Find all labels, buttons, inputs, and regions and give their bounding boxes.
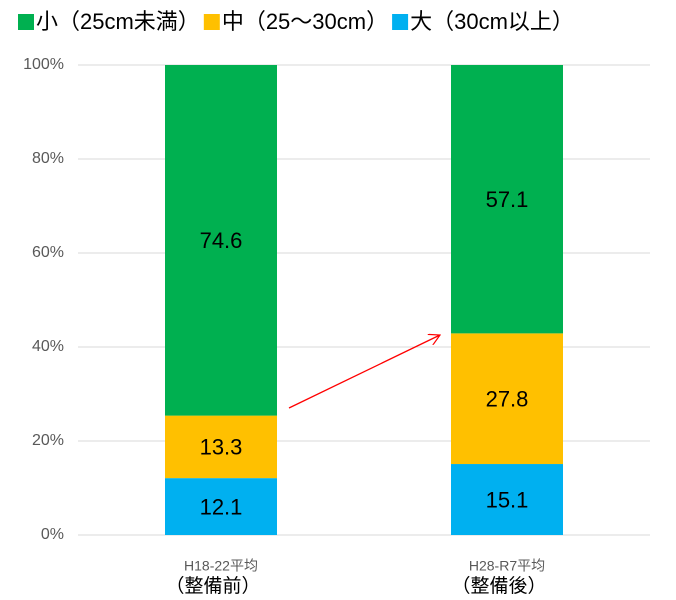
grid <box>78 64 650 536</box>
x-tick-note: （整備前） <box>165 575 260 597</box>
legend-label: 小（25cm未満） <box>36 9 200 34</box>
y-tick-label: 80% <box>32 150 64 167</box>
bar-segment <box>451 464 563 535</box>
trend-arrow <box>288 335 440 409</box>
bar-segment <box>451 65 563 334</box>
x-tick-note: （整備後） <box>451 575 546 597</box>
y-tick-label: 40% <box>32 338 64 355</box>
bar-segment <box>165 415 277 479</box>
x-tick-label: H18-22平均 <box>184 558 258 574</box>
x-tick-label: H28-R7平均 <box>469 558 545 574</box>
legend-label: 中（25～30cm） <box>222 9 388 34</box>
bar-segment <box>451 333 563 465</box>
legend-swatch <box>203 14 220 30</box>
data-label: 27.8 <box>486 387 529 412</box>
y-tick-label: 100% <box>23 56 64 73</box>
legend-swatch <box>18 14 34 30</box>
y-tick-label: 20% <box>32 432 64 449</box>
data-label: 15.1 <box>486 487 529 512</box>
bar-segment <box>165 65 277 416</box>
data-label: 57.1 <box>486 187 529 212</box>
y-tick-label: 60% <box>32 244 64 261</box>
data-label: 74.6 <box>200 228 243 253</box>
legend-swatch <box>392 14 409 30</box>
bars <box>165 65 563 535</box>
bar-segment <box>165 478 277 535</box>
y-tick-label: 0% <box>41 526 64 543</box>
data-label: 12.1 <box>200 494 243 519</box>
legend-label: 大（30cm以上） <box>410 9 574 34</box>
data-label: 13.3 <box>200 435 243 460</box>
